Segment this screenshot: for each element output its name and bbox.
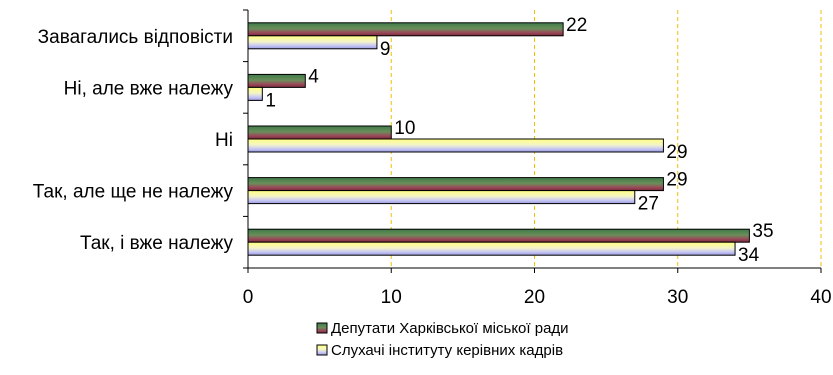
bar-series-1 [247,177,664,192]
category-label: Так, і вже належу [80,233,234,254]
bar-series-2 [247,86,263,101]
x-tick-label-40: 40 [810,287,831,308]
bar-series-2 [247,190,636,205]
data-label-series-2: 27 [638,194,659,215]
bar-series-1 [247,73,306,88]
legend-label-series-2: Слухачі інституту керівних кадрів [331,342,563,359]
tick-labels: 0 10 20 30 40 Завагались відповісти Ні, але вж… [33,27,832,308]
bar-series-2 [247,241,736,256]
category-label: Завагались відповісти [38,27,233,48]
legend-label-series-1: Депутати Харківської міської ради [331,320,569,337]
data-label-series-2: 1 [265,90,276,111]
data-label-series-2: 9 [380,39,391,60]
legend-swatch-series-2 [316,344,328,356]
data-label-series-2: 29 [666,142,687,163]
bar-series-1 [247,125,392,140]
data-label-series-1: 35 [752,221,773,242]
bar-series-2 [247,35,378,50]
x-tick-label-0: 0 [243,287,254,308]
x-tick-label-20: 20 [524,287,545,308]
data-label-series-2: 34 [738,245,760,266]
legend-swatch-series-1 [316,322,328,334]
data-label-series-1: 4 [308,66,319,87]
category-label: Ні [215,130,233,151]
bar-series-1 [247,22,564,37]
x-tick-label-30: 30 [667,287,688,308]
bar-series-2 [247,138,664,153]
category-label: Ні, але вже належу [64,78,234,99]
x-tick-label-10: 10 [381,287,402,308]
data-label-series-1: 22 [566,15,587,36]
data-labels: 22 9 4 1 10 29 29 27 35 34 [265,15,773,266]
bars [247,22,750,256]
data-label-series-1: 10 [394,118,415,139]
axes [243,9,822,273]
category-label: Так, але ще не належу [33,182,234,203]
legend: Депутати Харківської міської ради Слухачі… [316,320,569,359]
bar-series-1 [247,228,750,243]
data-label-series-1: 29 [666,170,687,191]
